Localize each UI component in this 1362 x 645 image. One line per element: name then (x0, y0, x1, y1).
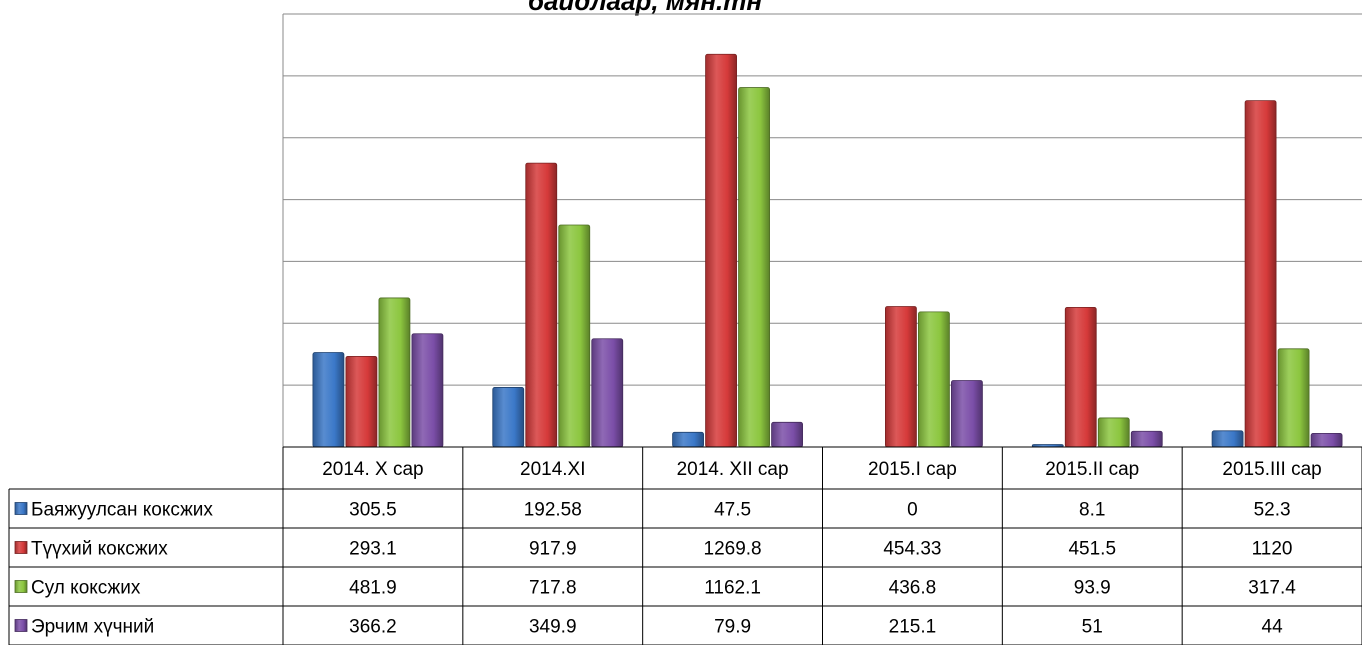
data-value: 51 (1082, 617, 1103, 638)
data-value: 215.1 (889, 617, 937, 638)
bar (591, 338, 624, 448)
data-value: 8.1 (1079, 500, 1105, 521)
data-value: 44 (1262, 617, 1284, 638)
data-value: 0 (907, 500, 918, 521)
category-label: 2015.III сар (1222, 459, 1321, 480)
bar (492, 387, 525, 448)
legend-marker (14, 619, 28, 632)
data-value: 305.5 (349, 500, 397, 521)
bar (1310, 432, 1343, 448)
bar (1211, 430, 1244, 448)
bar (1277, 348, 1310, 448)
legend-marker (14, 541, 28, 554)
bar (705, 53, 737, 448)
series-name: Эрчим хүчний (31, 617, 154, 638)
bar (345, 355, 378, 448)
category-label: 2015.I сар (868, 459, 957, 480)
bar (672, 431, 704, 448)
bar (885, 306, 917, 448)
data-value: 717.8 (529, 578, 577, 599)
bar (1244, 100, 1277, 448)
bar (771, 421, 803, 448)
data-value: 317.4 (1248, 578, 1296, 599)
bar (951, 380, 983, 448)
bar (1064, 306, 1097, 448)
bar (1097, 417, 1130, 448)
data-value: 436.8 (889, 578, 937, 599)
bar (558, 224, 591, 448)
bar (411, 333, 444, 448)
data-value: 1269.8 (704, 539, 762, 560)
bar (738, 87, 770, 448)
data-value: 451.5 (1068, 539, 1116, 560)
bar (378, 297, 411, 448)
legend-marker (14, 580, 28, 593)
category-label: 2014. XII сар (677, 459, 789, 480)
data-value: 52.3 (1254, 500, 1291, 521)
data-value: 47.5 (714, 500, 751, 521)
data-value: 349.9 (529, 617, 577, 638)
bar (918, 311, 950, 448)
bar (525, 162, 558, 448)
data-value: 454.33 (883, 539, 941, 560)
category-label: 2015.II сар (1045, 459, 1139, 480)
bar (312, 352, 345, 448)
data-value: 1120 (1252, 539, 1293, 560)
data-value: 481.9 (349, 578, 397, 599)
series-name: Баяжуулсан коксжих (31, 500, 213, 521)
chart-title: байдлаар, мян.тн (528, 0, 763, 16)
data-value: 192.58 (524, 500, 582, 521)
data-value: 93.9 (1074, 578, 1111, 599)
bar (1130, 430, 1163, 448)
data-value: 79.9 (714, 617, 751, 638)
data-table: 2014. X сар 2014.XI 2014. XII сар 2015.I са… (8, 446, 1362, 645)
category-label: 2014.XI (520, 459, 586, 480)
data-value: 1162.1 (704, 578, 761, 599)
series-name: Сул коксжих (31, 578, 141, 599)
legend-marker (14, 502, 28, 515)
data-value: 917.9 (529, 539, 577, 560)
series-name: Түүхий коксжих (31, 539, 168, 560)
category-label: 2014. X сар (322, 459, 423, 480)
data-value: 293.1 (349, 539, 397, 560)
bars (312, 53, 1343, 448)
gridlines (282, 13, 1362, 448)
data-value: 366.2 (349, 617, 397, 638)
